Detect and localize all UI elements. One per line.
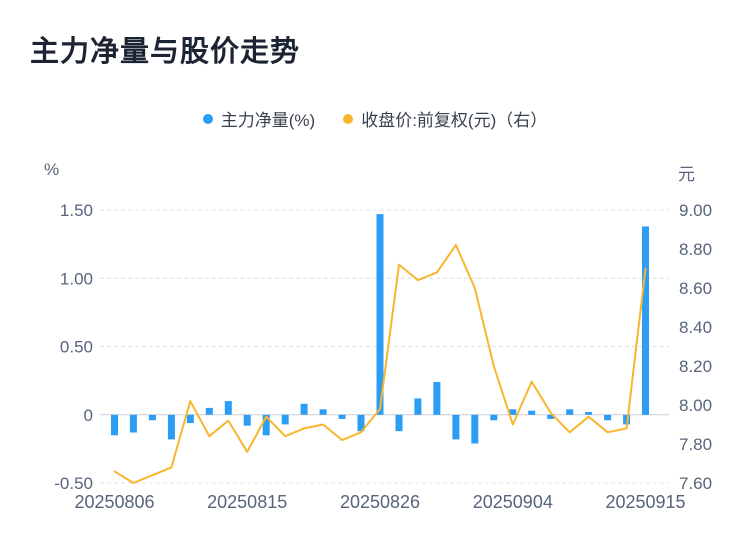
left-axis-tick: 0 <box>84 406 93 425</box>
right-axis-tick: 7.60 <box>679 474 712 493</box>
trend-chart: 1.50 1.00 0.50 0 -0.50 9.00 8.80 8.60 8.40 8.20 8.… <box>54 201 712 512</box>
left-axis-tick: 1.50 <box>60 201 93 220</box>
yellow-dot-icon <box>343 113 354 124</box>
bar-main-net-volume <box>262 414 270 436</box>
left-axis-unit-label: % <box>44 160 60 179</box>
right-axis-tick: 7.80 <box>679 435 712 454</box>
bar-main-net-volume <box>319 409 327 415</box>
bar-main-net-volume <box>490 414 498 421</box>
bar-main-net-volume <box>300 403 308 415</box>
chart-legend: 主力净量(%) 收盘价:前复权(元)（右） <box>0 106 750 131</box>
bar-main-net-volume <box>642 226 649 415</box>
bar-main-net-volume <box>566 409 574 415</box>
bar-main-net-volume <box>623 414 631 425</box>
bar-main-net-volume <box>433 382 441 415</box>
legend-label-close-price: 收盘价:前复权(元)（右） <box>361 111 548 130</box>
bar-main-net-volume <box>186 414 194 423</box>
bar-main-net-volume <box>528 410 536 415</box>
line-close-price <box>113 244 647 484</box>
bar-main-net-volume <box>547 414 555 419</box>
right-axis-tick: 9.00 <box>679 201 712 220</box>
left-axis-tick: 0.50 <box>60 338 93 357</box>
bar-main-net-volume <box>509 409 517 415</box>
bar-main-net-volume <box>129 414 137 433</box>
right-axis-tick: 8.80 <box>679 240 712 259</box>
bar-main-net-volume <box>224 401 232 415</box>
bar-main-net-volume <box>281 414 289 425</box>
bar-main-net-volume <box>111 414 118 436</box>
bar-main-net-volume <box>452 414 460 440</box>
right-axis-tick: 8.20 <box>679 357 712 376</box>
x-axis-tick: 20250826 <box>340 492 420 512</box>
legend-item-main-net-volume[interactable]: 主力净量(%) <box>202 106 316 131</box>
x-axis-tick: 20250815 <box>207 492 287 512</box>
page-title: 主力净量与股价走势 <box>30 36 301 68</box>
left-axis-tick: -0.50 <box>54 474 93 493</box>
right-axis-tick: 8.00 <box>679 396 712 415</box>
left-axis-tick: 1.00 <box>60 269 93 288</box>
bar-main-net-volume <box>148 414 156 421</box>
right-axis-unit-label: 元 <box>678 165 695 184</box>
bar-main-net-volume <box>414 398 422 415</box>
x-axis-tick: 20250915 <box>605 492 685 512</box>
x-axis-tick: 20250806 <box>74 492 154 512</box>
bar-main-net-volume <box>338 414 346 419</box>
bar-main-net-volume <box>604 414 612 421</box>
legend-item-close-price[interactable]: 收盘价:前复权(元)（右） <box>343 106 547 131</box>
x-axis-tick: 20250904 <box>473 492 553 512</box>
legend-label-main-net-volume: 主力净量(%) <box>220 111 316 130</box>
bar-main-net-volume <box>205 407 213 415</box>
bar-main-net-volume <box>471 414 479 444</box>
bar-main-net-volume <box>167 414 175 440</box>
blue-dot-icon <box>202 113 213 124</box>
bar-main-net-volume <box>376 214 384 415</box>
right-axis-tick: 8.60 <box>679 279 712 298</box>
bar-main-net-volume <box>357 414 365 432</box>
right-axis-tick: 8.40 <box>679 318 712 337</box>
bar-main-net-volume <box>243 414 251 426</box>
bar-main-net-volume <box>395 414 403 432</box>
bar-main-net-volume <box>585 412 593 415</box>
